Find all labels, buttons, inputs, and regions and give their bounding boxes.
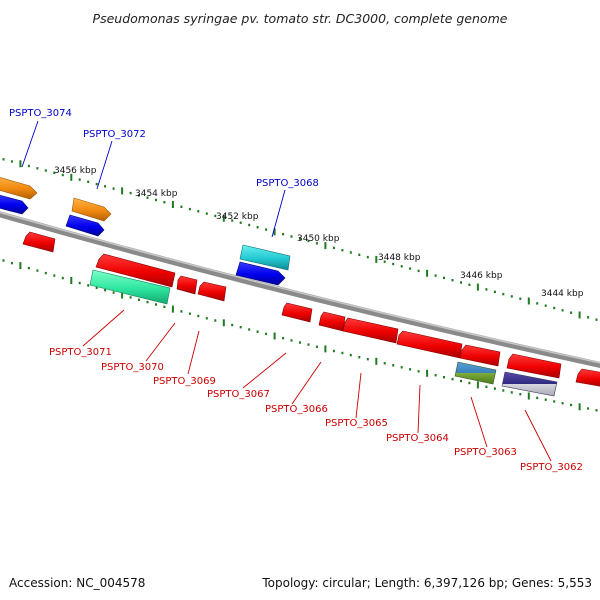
gene-block-pspto-3065[interactable] bbox=[318, 311, 346, 332]
label-leaders bbox=[21, 120, 552, 462]
gene-block[interactable] bbox=[459, 344, 501, 367]
gene-block[interactable] bbox=[65, 214, 105, 237]
scale-labels: 3456 kbp 3454 kbp 3452 kbp 3450 kbp 3448… bbox=[54, 166, 584, 299]
gene-block-pspto-3064[interactable] bbox=[342, 317, 399, 344]
gene-block-pspto-3067[interactable] bbox=[197, 281, 227, 302]
gene-block[interactable] bbox=[501, 371, 558, 397]
gene-label-pspto-3065[interactable]: PSPTO_3065 bbox=[325, 418, 388, 429]
gene-label-pspto-3071[interactable]: PSPTO_3071 bbox=[49, 347, 112, 358]
reverse-genes bbox=[22, 231, 600, 397]
gene-block[interactable] bbox=[0, 176, 38, 200]
scale-label-3454: 3454 kbp bbox=[135, 189, 178, 199]
leader-line bbox=[470, 396, 488, 448]
gene-block-pspto-3063[interactable] bbox=[454, 361, 497, 385]
leader-line bbox=[96, 140, 113, 190]
scale-label-3456: 3456 kbp bbox=[54, 166, 97, 176]
scale-label-3446: 3446 kbp bbox=[460, 271, 503, 281]
scale-label-3444: 3444 kbp bbox=[541, 289, 584, 299]
scale-label-3450: 3450 kbp bbox=[297, 234, 340, 244]
gene-block-pspto-3071[interactable] bbox=[89, 269, 171, 305]
gene-block[interactable] bbox=[575, 368, 600, 387]
leader-line bbox=[355, 372, 362, 419]
gene-label-pspto-3063[interactable]: PSPTO_3063 bbox=[454, 447, 517, 458]
scale-ruler bbox=[2, 158, 598, 412]
gene-label-pspto-3066[interactable]: PSPTO_3066 bbox=[265, 404, 328, 415]
gene-block[interactable] bbox=[396, 330, 463, 359]
genome-backbone-highlight bbox=[0, 211, 600, 364]
scale-label-3448: 3448 kbp bbox=[378, 253, 421, 263]
gene-block-pspto-3066[interactable] bbox=[281, 302, 313, 323]
gene-label-pspto-3064[interactable]: PSPTO_3064 bbox=[386, 433, 449, 444]
gene-block-pspto-3072[interactable] bbox=[71, 197, 112, 222]
leader-line bbox=[271, 189, 286, 238]
forward-genes bbox=[0, 176, 291, 286]
leader-line bbox=[524, 409, 552, 462]
scale-label-3452: 3452 kbp bbox=[216, 212, 259, 222]
gene-block-pspto-3070[interactable] bbox=[95, 253, 176, 288]
reverse-gene-labels: PSPTO_3071 PSPTO_3070 PSPTO_3069 PSPTO_3… bbox=[49, 347, 583, 473]
gene-block-pspto-3068[interactable] bbox=[239, 244, 291, 271]
gene-label-pspto-3072[interactable]: PSPTO_3072 bbox=[83, 129, 146, 140]
accession-text: Accession: NC_004578 bbox=[9, 576, 145, 590]
leader-line bbox=[82, 309, 125, 347]
forward-gene-labels: PSPTO_3074 PSPTO_3072 PSPTO_3068 bbox=[9, 108, 319, 189]
gene-label-pspto-3069[interactable]: PSPTO_3069 bbox=[153, 376, 216, 387]
leader-line bbox=[242, 352, 287, 389]
gene-block-pspto-3069[interactable] bbox=[176, 275, 198, 295]
gene-label-pspto-3067[interactable]: PSPTO_3067 bbox=[207, 389, 270, 400]
leader-line bbox=[291, 361, 322, 405]
gene-block[interactable] bbox=[0, 194, 29, 215]
gene-block[interactable] bbox=[235, 261, 286, 286]
leader-line bbox=[417, 384, 421, 434]
gene-block-pspto-3062[interactable] bbox=[506, 353, 562, 379]
leader-line bbox=[187, 330, 200, 375]
leader-line bbox=[145, 322, 176, 362]
genome-backbone bbox=[0, 211, 600, 368]
genome-summary-text: Topology: circular; Length: 6,397,126 bp… bbox=[261, 576, 592, 590]
gene-block[interactable] bbox=[22, 231, 56, 253]
leader-line bbox=[21, 120, 39, 168]
gene-label-pspto-3068[interactable]: PSPTO_3068 bbox=[256, 178, 319, 189]
gene-label-pspto-3062[interactable]: PSPTO_3062 bbox=[520, 462, 583, 473]
genome-title: Pseudomonas syringae pv. tomato str. DC3… bbox=[93, 11, 508, 26]
gene-label-pspto-3070[interactable]: PSPTO_3070 bbox=[101, 362, 164, 373]
gene-label-pspto-3074[interactable]: PSPTO_3074 bbox=[9, 108, 72, 119]
